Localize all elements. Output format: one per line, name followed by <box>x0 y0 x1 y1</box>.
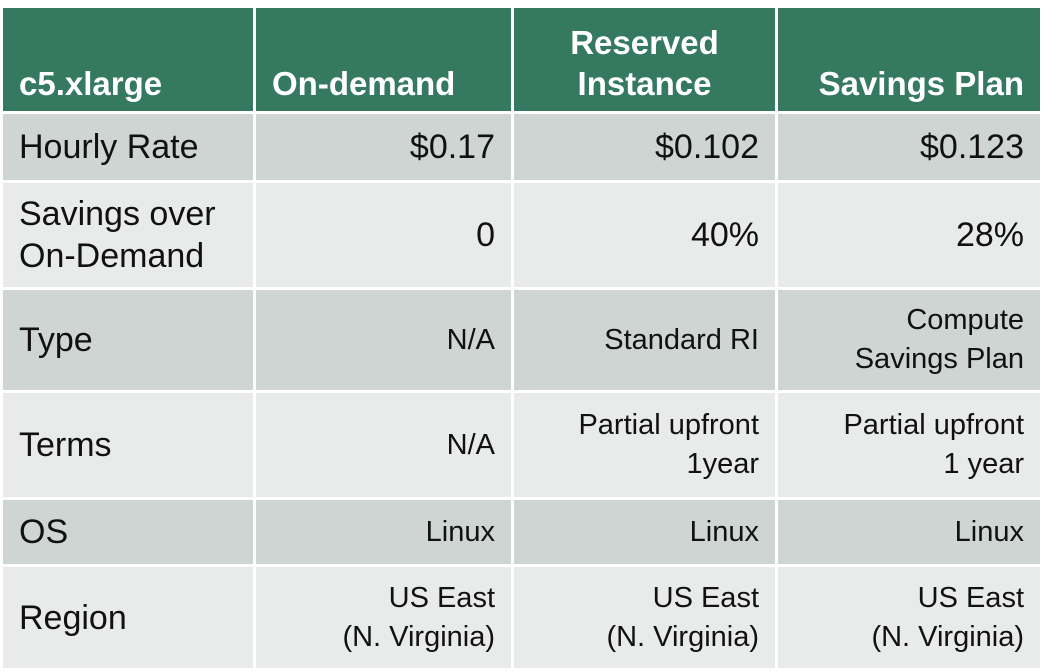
row-label: Type <box>0 287 256 393</box>
row-terms: Terms N/A Partial upfront 1year Partial … <box>0 390 1043 500</box>
cell-on-demand: N/A <box>253 287 514 393</box>
cell-savings-plan: Linux <box>775 497 1043 567</box>
row-region: Region US East (N. Virginia) US East (N.… <box>0 564 1043 671</box>
cell-savings-plan: $0.123 <box>775 111 1043 183</box>
row-hourly-rate: Hourly Rate $0.17 $0.102 $0.123 <box>0 111 1043 183</box>
pricing-comparison-table: c5.xlarge On-demand Reserved Instance Sa… <box>0 5 1043 671</box>
cell-on-demand: 0 <box>253 180 514 290</box>
cell-savings-plan: Partial upfront 1 year <box>775 390 1043 500</box>
row-os: OS Linux Linux Linux <box>0 497 1043 567</box>
cell-on-demand: Linux <box>253 497 514 567</box>
header-instance-type: c5.xlarge <box>0 5 256 114</box>
row-label: Savings over On-Demand <box>0 180 256 290</box>
cell-on-demand: $0.17 <box>253 111 514 183</box>
row-savings-over-on-demand: Savings over On-Demand 0 40% 28% <box>0 180 1043 290</box>
row-label: Hourly Rate <box>0 111 256 183</box>
cell-reserved-instance: Standard RI <box>511 287 778 393</box>
cell-on-demand: US East (N. Virginia) <box>253 564 514 671</box>
header-reserved-instance: Reserved Instance <box>511 5 778 114</box>
cell-reserved-instance: Partial upfront 1year <box>511 390 778 500</box>
header-on-demand: On-demand <box>253 5 514 114</box>
row-label: Region <box>0 564 256 671</box>
cell-reserved-instance: 40% <box>511 180 778 290</box>
cell-savings-plan: Compute Savings Plan <box>775 287 1043 393</box>
cell-savings-plan: US East (N. Virginia) <box>775 564 1043 671</box>
row-type: Type N/A Standard RI Compute Savings Pla… <box>0 287 1043 393</box>
row-label: OS <box>0 497 256 567</box>
cell-reserved-instance: US East (N. Virginia) <box>511 564 778 671</box>
cell-savings-plan: 28% <box>775 180 1043 290</box>
cell-reserved-instance: $0.102 <box>511 111 778 183</box>
cell-reserved-instance: Linux <box>511 497 778 567</box>
header-row: c5.xlarge On-demand Reserved Instance Sa… <box>0 5 1043 114</box>
row-label: Terms <box>0 390 256 500</box>
cell-on-demand: N/A <box>253 390 514 500</box>
header-savings-plan: Savings Plan <box>775 5 1043 114</box>
